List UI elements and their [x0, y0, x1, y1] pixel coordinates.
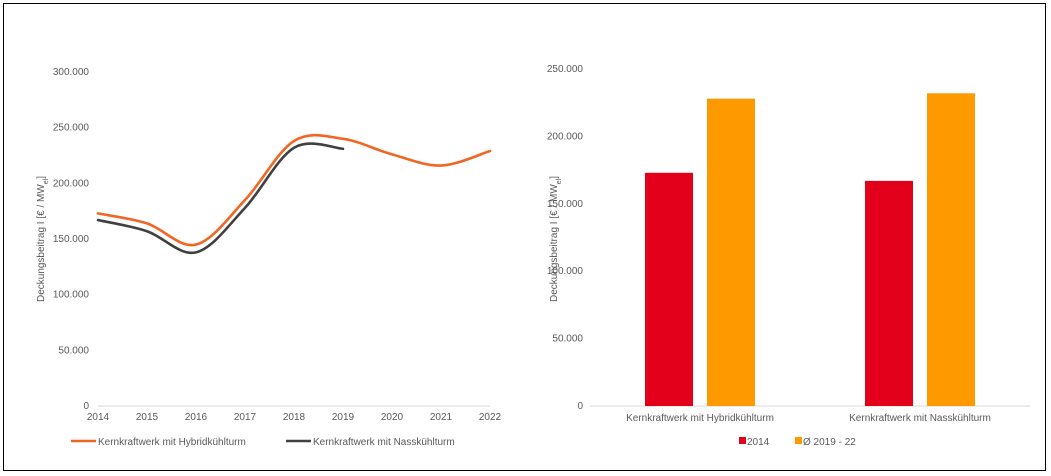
- y-axis-label-sub: el: [43, 178, 50, 184]
- y-tick-label: 200.000: [53, 178, 90, 189]
- y-axis-label-end: ]: [36, 176, 47, 179]
- legend-label: Kernkraftwerk mit Nasskühlturm: [313, 437, 455, 448]
- x-tick-label: 2020: [381, 412, 404, 423]
- line-chart: 0 50.000 100.000 150.000 200.000 250.000 300.0…: [36, 67, 502, 448]
- legend-label: Kernkraftwerk mit Hybridkühlturm: [98, 437, 246, 448]
- x-tick-label: 2015: [136, 412, 159, 423]
- y-tick-label: 0: [83, 401, 89, 412]
- bar: [865, 180, 913, 406]
- y-tick-label: 300.000: [53, 67, 90, 78]
- bar: [927, 93, 975, 406]
- y-tick-label: 150.000: [53, 234, 90, 245]
- y-axis-label: Deckungsbeitrag I [€ / MWel]: [549, 176, 563, 302]
- y-tick-label: 0: [577, 401, 583, 412]
- x-tick-label: 2017: [234, 412, 257, 423]
- y-axis-label-main: Deckungsbeitrag I [€ / MW: [549, 184, 560, 302]
- y-tick-label: 50.000: [552, 334, 583, 345]
- y-axis-label: Deckungsbeitrag I [€ / MWel]: [36, 176, 50, 302]
- x-tick-label: 2018: [283, 412, 306, 423]
- legend-label: Ø 2019 - 22: [803, 437, 856, 448]
- bar: [645, 172, 693, 406]
- y-tick-label: 100.000: [547, 266, 584, 277]
- y-axis-label-main: Deckungsbeitrag I [€ / MW: [36, 184, 47, 302]
- category-label: Kernkraftwerk mit Hybridkühlturm: [626, 413, 774, 424]
- legend-label: 2014: [747, 437, 770, 448]
- category-label: Kernkraftwerk mit Nasskühlturm: [849, 413, 991, 424]
- legend-swatch: [795, 437, 802, 444]
- bar: [707, 98, 755, 406]
- y-tick-label: 50.000: [58, 345, 89, 356]
- series-line-nass: [96, 142, 345, 255]
- y-tick-label: 150.000: [547, 199, 584, 210]
- x-tick-label: 2014: [87, 412, 110, 423]
- y-axis-label-end: ]: [549, 176, 560, 179]
- y-tick-label: 250.000: [53, 123, 90, 134]
- bar-chart: 0 50.000 100.000 150.000 200.000 250.000 Kernk…: [547, 64, 1030, 448]
- y-tick-label: 200.000: [547, 131, 584, 142]
- x-tick-label: 2021: [430, 412, 453, 423]
- y-tick-label: 250.000: [547, 64, 584, 75]
- legend-swatch: [739, 437, 746, 444]
- x-tick-label: 2019: [332, 412, 355, 423]
- y-tick-label: 100.000: [53, 290, 90, 301]
- series-line-hybrid: [96, 133, 492, 247]
- x-tick-label: 2016: [185, 412, 208, 423]
- x-tick-label: 2022: [479, 412, 502, 423]
- y-axis-label-sub: el: [556, 178, 563, 184]
